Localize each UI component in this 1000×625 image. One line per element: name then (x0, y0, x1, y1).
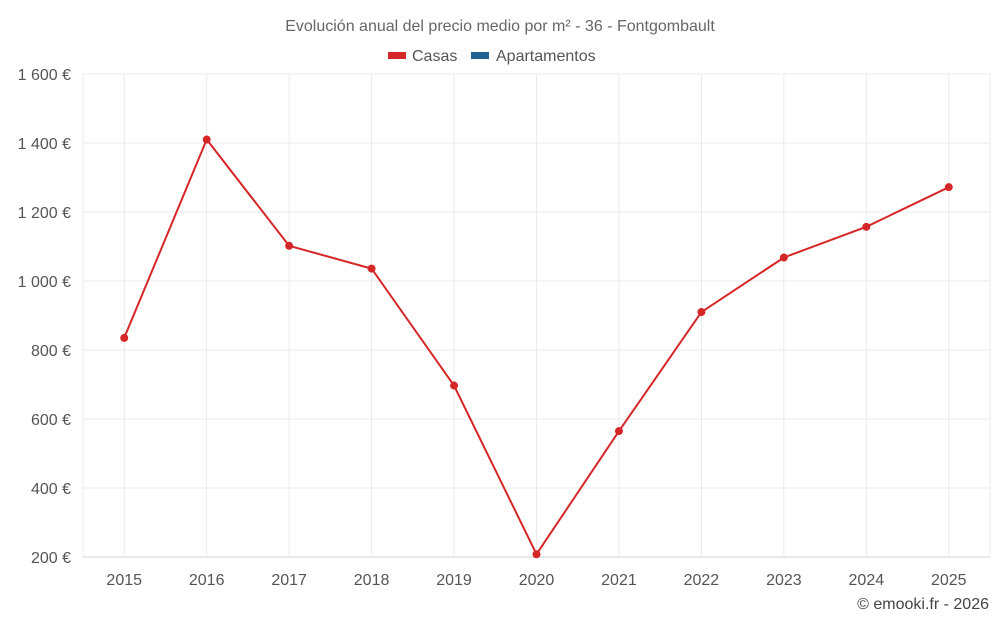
data-point[interactable] (285, 241, 294, 250)
x-tick-label: 2024 (849, 572, 885, 589)
chart-title: Evolución anual del precio medio por m² … (285, 18, 715, 35)
x-tick-label: 2022 (684, 572, 720, 589)
data-point[interactable] (202, 135, 211, 144)
x-axis-ticks: 2015 2016 2017 2018 2019 2020 2021 2022 2023 2024… (106, 572, 966, 589)
y-axis-ticks: 200 € 400 € 600 € 800 € 1 000 € 1 200 € 1 400 … (18, 67, 71, 567)
data-point[interactable] (450, 381, 459, 390)
y-tick-label: 400 € (31, 481, 71, 498)
x-tick-label: 2021 (601, 572, 637, 589)
data-point[interactable] (614, 427, 623, 436)
legend-label-apartamentos[interactable]: Apartamentos (496, 48, 596, 65)
legend: Casas Apartamentos (388, 48, 596, 65)
data-point[interactable] (779, 253, 788, 262)
x-tick-label: 2023 (766, 572, 802, 589)
series-casas (120, 135, 953, 559)
x-tick-label: 2020 (519, 572, 555, 589)
data-point[interactable] (367, 264, 376, 273)
y-tick-label: 1 600 € (18, 67, 71, 84)
x-tick-label: 2019 (436, 572, 472, 589)
data-point[interactable] (532, 550, 541, 559)
data-point[interactable] (697, 308, 706, 317)
y-tick-label: 1 200 € (18, 205, 71, 222)
data-point[interactable] (120, 333, 129, 342)
x-tick-label: 2017 (271, 572, 307, 589)
x-tick-label: 2025 (931, 572, 967, 589)
x-tick-label: 2018 (354, 572, 390, 589)
y-tick-label: 200 € (31, 550, 71, 567)
legend-swatch-apartamentos (471, 52, 489, 59)
data-point[interactable] (944, 183, 953, 192)
credit-text: © emooki.fr - 2026 (857, 596, 989, 613)
x-tick-label: 2016 (189, 572, 225, 589)
y-tick-label: 1 400 € (18, 136, 71, 153)
grid (82, 73, 991, 558)
y-tick-label: 800 € (31, 343, 71, 360)
data-point[interactable] (862, 222, 871, 231)
y-tick-label: 1 000 € (18, 274, 71, 291)
y-tick-label: 600 € (31, 412, 71, 429)
legend-swatch-casas (388, 52, 406, 59)
x-tick-label: 2015 (106, 572, 142, 589)
legend-label-casas[interactable]: Casas (412, 48, 457, 65)
